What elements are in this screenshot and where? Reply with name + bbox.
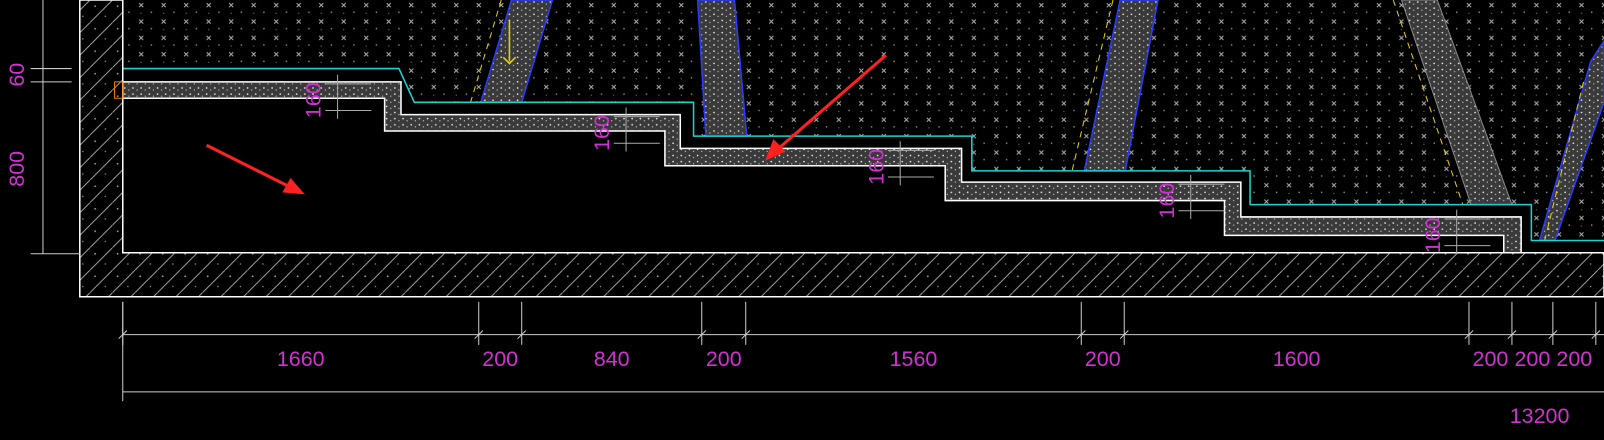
red-arrowhead — [765, 139, 786, 161]
dimension-line — [122, 301, 1604, 402]
dimension-line — [1444, 209, 1491, 254]
dim-tick — [517, 301, 527, 345]
dim-tick — [1591, 301, 1601, 345]
dim-label: 200 — [1556, 347, 1592, 371]
foundation — [79, 0, 1604, 298]
step-dimensions: 160 160 160 160 160 — [302, 74, 1491, 254]
dim-label: 60 — [5, 63, 29, 87]
yellow-arrow — [502, 20, 517, 65]
dim-tick — [1119, 301, 1129, 345]
dim-label: 1660 — [277, 347, 325, 371]
dim-label: 200 — [706, 347, 742, 371]
dim-tick — [1076, 301, 1086, 345]
dim-tick — [1464, 301, 1474, 345]
dim-tick — [1507, 301, 1517, 345]
dim-label: 200 — [1085, 347, 1121, 371]
dim-tick — [118, 301, 128, 345]
dimension-line — [887, 141, 934, 186]
dimension-line — [1178, 174, 1225, 219]
dim-label: 840 — [594, 347, 630, 371]
red-arrow — [205, 143, 290, 188]
dim-label: 200 — [482, 347, 518, 371]
red-arrow — [776, 54, 887, 151]
step-label: 160 — [302, 82, 326, 118]
dim-label: 1600 — [1273, 347, 1321, 371]
dimension-line — [30, 0, 80, 255]
dim-tick — [1548, 301, 1558, 345]
step-label: 160 — [864, 149, 888, 185]
red-arrowhead — [282, 178, 305, 195]
column — [1538, 39, 1604, 242]
dimension-line — [325, 74, 372, 119]
horizontal-dimensions: 1660 200 840 200 1560 200 1600 200 200 200 — [118, 301, 1601, 371]
dim-label: 200 — [1473, 347, 1509, 371]
step-label: 160 — [1155, 183, 1179, 219]
dim-label: 1560 — [890, 347, 938, 371]
step-label: 160 — [590, 115, 614, 151]
step-label: 160 — [1421, 217, 1445, 253]
total-label: 13200 — [1510, 404, 1570, 428]
dim-label: 200 — [1514, 347, 1550, 371]
dim-tick — [474, 301, 484, 345]
dim-label: 800 — [5, 151, 29, 187]
cyan-line — [122, 67, 1604, 242]
dimension-line — [613, 107, 660, 152]
marker — [114, 81, 124, 99]
dim-tick — [741, 301, 751, 345]
dim-tick — [697, 301, 707, 345]
